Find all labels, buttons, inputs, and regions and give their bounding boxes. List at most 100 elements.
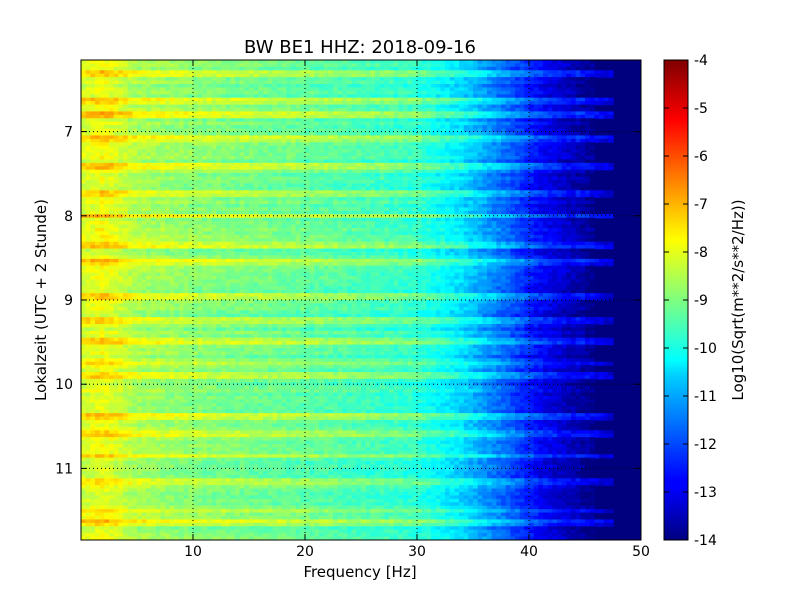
heatmap-cell <box>305 121 311 126</box>
heatmap-cell <box>151 162 157 167</box>
heatmap-cell <box>230 63 236 68</box>
heatmap-cell <box>417 173 423 178</box>
heatmap-cell <box>356 207 362 212</box>
heatmap-cell <box>356 80 362 85</box>
heatmap-cell <box>319 97 325 102</box>
heatmap-cell <box>113 204 119 209</box>
heatmap-cell <box>524 114 530 119</box>
heatmap-cell <box>104 142 110 147</box>
heatmap-cell <box>300 121 306 126</box>
heatmap-cell <box>417 111 423 116</box>
heatmap-cell <box>333 104 339 109</box>
heatmap-cell <box>104 162 110 167</box>
heatmap-cell <box>533 204 539 209</box>
heatmap-cell <box>305 180 311 185</box>
heatmap-cell <box>258 125 264 130</box>
heatmap-cell <box>426 207 432 212</box>
heatmap-cell <box>375 173 381 178</box>
heatmap-cell <box>95 77 101 82</box>
heatmap-cell <box>141 180 147 185</box>
heatmap-cell <box>403 118 409 123</box>
heatmap-cell <box>118 104 124 109</box>
heatmap-cell <box>566 162 572 167</box>
heatmap-cell <box>431 114 437 119</box>
heatmap-cell <box>524 210 530 215</box>
heatmap-cell <box>258 138 264 143</box>
heatmap-cell <box>566 135 572 140</box>
heatmap-cell <box>249 149 255 154</box>
heatmap-cell <box>300 193 306 198</box>
heatmap-cell <box>267 173 273 178</box>
heatmap-cell <box>118 121 124 126</box>
heatmap-cell <box>305 138 311 143</box>
heatmap-cell <box>571 156 577 161</box>
heatmap-cell <box>155 114 161 119</box>
heatmap-cell <box>543 63 549 68</box>
heatmap-cell <box>589 128 595 133</box>
heatmap-cell <box>113 77 119 82</box>
heatmap-cell <box>291 84 297 89</box>
heatmap-cell <box>538 207 544 212</box>
heatmap-cell <box>230 114 236 119</box>
heatmap-cell <box>342 204 348 209</box>
heatmap-cell <box>291 87 297 92</box>
heatmap-cell <box>137 128 143 133</box>
heatmap-cell <box>295 114 301 119</box>
heatmap-cell <box>90 190 96 195</box>
heatmap-cell <box>277 204 283 209</box>
heatmap-cell <box>272 207 278 212</box>
heatmap-cell <box>258 60 264 65</box>
heatmap-cell <box>286 121 292 126</box>
heatmap-cell <box>249 125 255 130</box>
heatmap-cell <box>249 204 255 209</box>
heatmap-cell <box>529 63 535 68</box>
heatmap-cell <box>459 162 465 167</box>
heatmap-cell <box>267 204 273 209</box>
heatmap-cell <box>314 156 320 161</box>
heatmap-cell <box>477 97 483 102</box>
heatmap-cell <box>491 73 497 78</box>
heatmap-cell <box>202 87 208 92</box>
heatmap-cell <box>328 145 334 150</box>
heatmap-cell <box>258 128 264 133</box>
heatmap-cell <box>445 97 451 102</box>
heatmap-cell <box>291 70 297 75</box>
heatmap-cell <box>361 118 367 123</box>
heatmap-cell <box>473 162 479 167</box>
heatmap-cell <box>603 101 609 106</box>
heatmap-cell <box>118 180 124 185</box>
heatmap-cell <box>575 186 581 191</box>
heatmap-cell <box>594 70 600 75</box>
heatmap-cell <box>188 73 194 78</box>
heatmap-cell <box>589 156 595 161</box>
heatmap-cell <box>305 66 311 71</box>
heatmap-cell <box>328 152 334 157</box>
heatmap-cell <box>305 73 311 78</box>
heatmap-cell <box>337 197 343 202</box>
heatmap-cell <box>165 114 171 119</box>
heatmap-cell <box>589 70 595 75</box>
heatmap-cell <box>160 166 166 171</box>
heatmap-cell <box>309 142 315 147</box>
heatmap-cell <box>482 207 488 212</box>
heatmap-cell <box>347 166 353 171</box>
heatmap-cell <box>459 207 465 212</box>
heatmap-cell <box>403 80 409 85</box>
heatmap-cell <box>538 111 544 116</box>
heatmap-cell <box>207 207 213 212</box>
heatmap-cell <box>281 63 287 68</box>
heatmap-cell <box>524 173 530 178</box>
heatmap-cell <box>529 135 535 140</box>
heatmap-cell <box>202 156 208 161</box>
heatmap-cell <box>529 152 535 157</box>
heatmap-cell <box>407 94 413 99</box>
heatmap-cell <box>487 132 493 137</box>
heatmap-cell <box>113 138 119 143</box>
heatmap-cell <box>169 66 175 71</box>
heatmap-cell <box>421 111 427 116</box>
heatmap-cell <box>342 190 348 195</box>
heatmap-cell <box>389 176 395 181</box>
heatmap-cell <box>221 197 227 202</box>
heatmap-cell <box>127 84 133 89</box>
heatmap-cell <box>482 204 488 209</box>
